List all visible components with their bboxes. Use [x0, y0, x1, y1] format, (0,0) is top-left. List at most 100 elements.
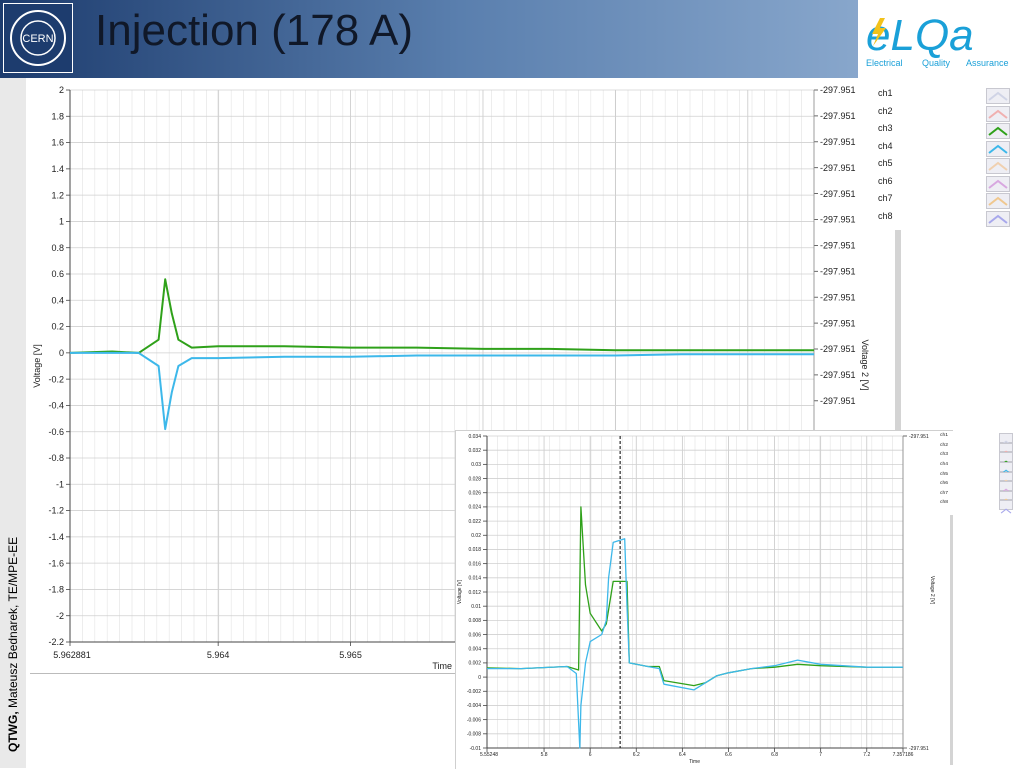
c1-y2-tick-label: -297.951: [820, 292, 856, 302]
legend1-label-ch5: ch5: [878, 158, 893, 168]
legend2-swatch-ch6[interactable]: [999, 481, 1014, 494]
c2-y-tick-label: 0.018: [468, 547, 481, 553]
c2-x-axis-label: Time: [689, 759, 700, 765]
legend1-line-ch4: [988, 144, 1008, 154]
c1-y-tick-label: -1.2: [48, 506, 64, 516]
c2-y-tick-label: 0.03: [471, 462, 481, 468]
c2-y-axis-label: Voltage [V]: [457, 579, 463, 604]
legend2-swatch-ch5[interactable]: [999, 471, 1014, 485]
c1-y-tick-label: -2: [56, 611, 64, 621]
c1-y-tick-label: -1.4: [48, 532, 64, 542]
c2-x-tick-label: 7.2: [863, 752, 870, 758]
legend1-swatch-ch7[interactable]: [986, 193, 1010, 209]
legend1-line-ch5: [988, 161, 1008, 171]
inset-legend-scrollbar[interactable]: [950, 515, 953, 765]
legend1-line-ch6: [988, 179, 1008, 189]
elqa-tagline-1: Electrical: [866, 58, 903, 68]
cern-logo: CERN: [3, 3, 73, 73]
c1-y-tick-label: 1.6: [51, 138, 64, 148]
legend1-label-ch2: ch2: [878, 105, 893, 116]
legend1-line-ch8: [988, 214, 1008, 224]
legend1-label-ch8: ch8: [878, 210, 893, 221]
inset-panel: [455, 430, 953, 769]
legend1-swatch-ch8[interactable]: [986, 210, 1010, 227]
legend2-label-ch1: ch1: [940, 433, 948, 438]
c1-y-tick-label: -1: [56, 479, 64, 489]
c2-y-tick-label: 0.026: [468, 490, 481, 496]
c1-y2-tick-label: -297.951: [820, 85, 856, 95]
legend2-label-ch7: ch7: [940, 490, 948, 496]
legend1-line-ch3: [988, 126, 1008, 136]
inset-chart: 5.55248 5.8 6 6.2 6.4 6.6 6.8 7 7.2 7.357186 -0.01…: [457, 434, 935, 765]
c1-y-tick-label: -0.2: [48, 374, 64, 384]
sidebar: [0, 78, 26, 768]
c2-y-tick-label: 0.016: [468, 561, 481, 567]
c2-x-tick-label: 6.8: [771, 752, 778, 758]
c1-y-tick-label: 0.2: [51, 322, 64, 332]
c2-x-tick-label: 7.357186: [893, 752, 914, 758]
c1-y2-tick-label: -297.951: [820, 318, 856, 328]
legend1-swatch-ch2[interactable]: [986, 105, 1010, 122]
c2-gridlines: [486, 435, 904, 749]
legend1-swatch-ch4[interactable]: [986, 140, 1010, 157]
c1-y-tick-label: 1: [59, 217, 64, 227]
c1-x-tick-label: 5.962881: [53, 650, 91, 660]
elqa-tagline-2: Quality: [922, 58, 951, 68]
c1-y2-tick-label: -297.951: [820, 241, 856, 251]
c2-y-tick-label: -0.008: [467, 732, 481, 738]
c2-y2-axis-label: Voltage 2 [V]: [929, 576, 935, 605]
legend2-swatch-ch4[interactable]: [999, 461, 1014, 475]
c1-y-tick-label: -1.8: [48, 585, 64, 595]
legend1-line-ch7: [988, 196, 1008, 206]
legend1-label-ch4: ch4: [878, 140, 893, 151]
c1-y2-tick-label: -297.951: [820, 111, 856, 121]
legend1-swatch-ch5[interactable]: [986, 158, 1010, 174]
legend1-swatch-ch1[interactable]: [986, 88, 1010, 104]
legend-scrollbar[interactable]: [895, 230, 901, 430]
c1-y2-tick-label: -297.951: [820, 370, 856, 380]
c2-y-tick-label: 0.012: [468, 590, 481, 596]
c1-x-tick-label: 5.965: [339, 650, 362, 660]
c1-series-ch3: [69, 278, 814, 354]
c1-y2-tick-label: -297.951: [820, 266, 856, 276]
c2-y2-tick-label: -297.951: [909, 434, 929, 440]
legend1-swatch-ch6[interactable]: [986, 175, 1010, 192]
main-legend: ch1 ch2 ch3 ch4 ch5 ch6 ch7 ch8: [878, 88, 1020, 230]
legend2-swatch-ch7[interactable]: [999, 490, 1014, 504]
c1-y-tick-label: -1.6: [48, 558, 64, 568]
c1-y-axis-label: Voltage [V]: [32, 344, 42, 388]
c1-y-tick-label: 1.2: [51, 190, 64, 200]
elqa-tagline-3: Assurance: [966, 58, 1009, 68]
c1-series-ch4: [70, 351, 814, 431]
legend1-swatch-ch3[interactable]: [986, 123, 1010, 139]
c1-x-tick-label: 5.964: [207, 650, 230, 660]
legend2-swatch-ch3[interactable]: [999, 452, 1014, 466]
c2-x-tick-label: 6.2: [633, 752, 640, 758]
c1-y2-tick-label: -297.951: [820, 215, 856, 225]
legend1-label-ch3: ch3: [878, 123, 893, 133]
legend2-swatch-ch8[interactable]: [999, 500, 1014, 514]
c1-y2-tick-label: -297.951: [820, 189, 856, 199]
c2-y-tick-label: 0.022: [468, 519, 481, 525]
c2-x-tick-label: 6.6: [725, 752, 732, 758]
lightning-icon: [872, 18, 886, 46]
footer-author: QTWG, Mateusz Bednarek, TE/MPE-EE: [6, 537, 20, 752]
slide-header: CERN Injection (178 A) eLQa Electrical Q…: [0, 0, 1024, 78]
c2-y-tick-label: 0.032: [468, 448, 481, 454]
c2-y-tick-label: 0.02: [471, 533, 481, 539]
c1-y-tick-label: -0.4: [48, 401, 64, 411]
c1-y-tick-label: 0.8: [51, 243, 64, 253]
c2-y-tick-label: -0.01: [470, 746, 482, 752]
c2-y-tick-label: 0.006: [468, 632, 481, 638]
legend2-label-ch3: ch3: [940, 452, 948, 458]
c2-x-tick-label: 7: [819, 752, 822, 758]
c2-y-tick-label: -0.006: [467, 717, 481, 723]
c1-y-tick-label: -0.8: [48, 453, 64, 463]
main-chart: 5.9628815.9645.9655.9665.9675.968-2.2-2-…: [32, 85, 870, 671]
legend2-swatch-ch2[interactable]: [999, 442, 1014, 456]
c2-x-tick-label: 6.4: [679, 752, 686, 758]
c2-x-tick-label: 5.55248: [480, 752, 498, 758]
c1-x-axis-label: Time: [432, 661, 452, 671]
legend2-swatch-ch1[interactable]: [999, 433, 1014, 446]
slide-title: Injection (178 A): [95, 6, 413, 55]
